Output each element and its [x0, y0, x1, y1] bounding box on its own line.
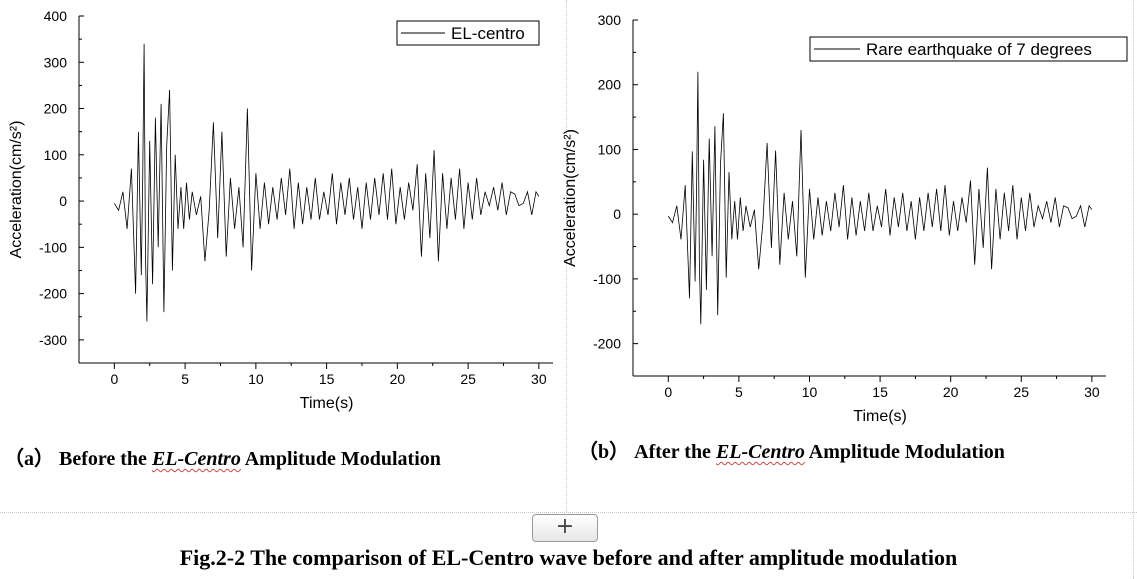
- x-tick-label: 25: [460, 371, 476, 387]
- x-tick-label: 0: [664, 384, 672, 400]
- x-tick-label: 5: [735, 384, 743, 400]
- y-tick-label: 300: [44, 54, 68, 70]
- add-button[interactable]: +: [532, 514, 598, 542]
- x-tick-label: 10: [802, 384, 818, 400]
- y-tick-label: -300: [39, 332, 67, 348]
- legend-label: EL-centro: [451, 24, 525, 43]
- y-tick-label: 200: [44, 101, 68, 117]
- caption-a-suffix: Amplitude Modulation: [240, 448, 441, 470]
- x-tick-label: 0: [110, 371, 118, 387]
- y-tick-label: -200: [593, 336, 621, 352]
- x-tick-label: 15: [872, 384, 888, 400]
- y-tick-label: 0: [613, 206, 621, 222]
- caption-b-prefix: （b） After the: [578, 441, 716, 463]
- y-tick-label: 300: [598, 12, 622, 28]
- x-tick-label: 20: [390, 371, 406, 387]
- figure-caption: Fig.2-2 The comparison of EL-Centro wave…: [179, 545, 958, 570]
- section-divider: [0, 512, 1137, 513]
- x-tick-label: 20: [943, 384, 959, 400]
- x-tick-label: 25: [1013, 384, 1029, 400]
- caption-a-prefix: （a） Before the: [4, 448, 152, 470]
- series-line: [667, 71, 1093, 325]
- panel-divider: [566, 0, 567, 512]
- caption-b-name: EL-Centro: [715, 441, 805, 463]
- legend-label: Rare earthquake of 7 degrees: [866, 40, 1092, 59]
- caption-a: （a） Before the EL-Centro Amplitude Modul…: [4, 442, 441, 471]
- y-tick-label: 100: [44, 147, 68, 163]
- y-axis-label: Acceleration(cm/s²): [562, 129, 579, 267]
- x-tick-label: 30: [531, 371, 547, 387]
- x-tick-label: 15: [319, 371, 335, 387]
- y-tick-label: 100: [598, 141, 622, 157]
- y-axis-label: Acceleration(cm/s²): [8, 121, 25, 259]
- x-axis-label: Time(s): [853, 408, 907, 425]
- y-tick-label: 200: [598, 77, 622, 93]
- x-tick-label: 10: [248, 371, 264, 387]
- series-line: [114, 43, 540, 322]
- legend-box: [809, 36, 1128, 62]
- caption-b: （b） After the EL-Centro Amplitude Modula…: [578, 435, 1005, 464]
- y-tick-label: 0: [59, 193, 67, 209]
- caption-a-name: EL-Centro: [151, 448, 241, 470]
- x-tick-label: 5: [181, 371, 189, 387]
- x-tick-label: 30: [1084, 384, 1100, 400]
- y-tick-label: -100: [39, 239, 67, 255]
- y-tick-label: 400: [44, 8, 68, 24]
- x-axis-label: Time(s): [300, 395, 354, 412]
- y-tick-label: -200: [39, 286, 67, 302]
- y-tick-label: -100: [593, 271, 621, 287]
- caption-b-suffix: Amplitude Modulation: [804, 441, 1005, 463]
- page-edge: [1133, 0, 1134, 579]
